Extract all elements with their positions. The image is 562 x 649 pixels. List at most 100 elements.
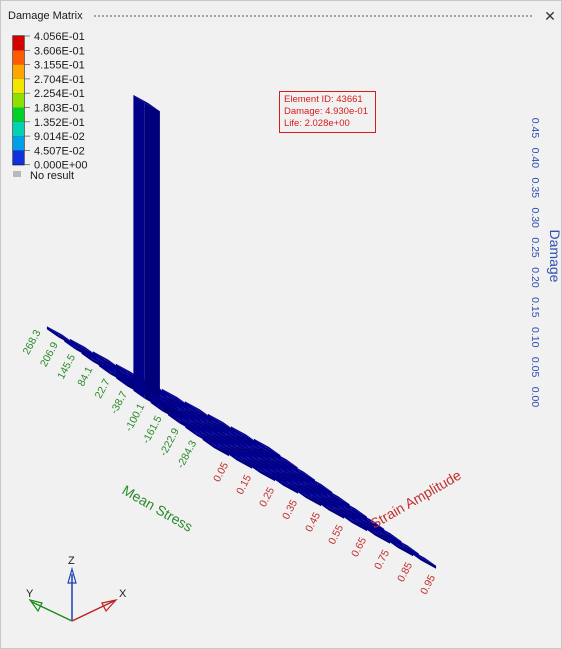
bar-face-top <box>317 499 345 516</box>
tooltip-element-id: Element ID: 43661 <box>284 94 363 105</box>
bar-face-side <box>98 363 111 375</box>
legend-label: 2.704E-01 <box>34 74 85 86</box>
bar-face-top <box>237 449 264 467</box>
triad-z-label: Z <box>68 555 75 567</box>
triad-y-arrow <box>28 599 43 613</box>
triad-y-axis <box>31 601 73 622</box>
bar-face-top <box>219 437 247 454</box>
bar-face-top <box>248 438 275 455</box>
bar-face-side <box>409 549 421 561</box>
x-tick-label: 0.05 <box>211 460 231 484</box>
bar-face-top <box>185 412 212 430</box>
bar-face-top <box>225 449 253 466</box>
legend-label: 3.606E-01 <box>34 45 85 57</box>
bar-face-top <box>185 424 212 441</box>
x-tick-label: 0.95 <box>418 573 438 597</box>
bar-face-top <box>311 487 339 504</box>
bar-face-side <box>150 394 163 412</box>
bar-face-top <box>202 413 229 430</box>
bar-face-top <box>236 438 264 455</box>
legend-color-band <box>13 136 24 151</box>
bar-face-front <box>237 457 253 469</box>
legend-label: 3.155E-01 <box>34 60 85 72</box>
bar-face-top <box>242 438 269 455</box>
z-tick-label: 0.05 <box>529 357 541 378</box>
z-tick-label: 0.30 <box>529 207 541 228</box>
bar-face-side <box>340 511 352 523</box>
bar-face-top <box>340 500 367 517</box>
bar-face-front <box>260 470 276 482</box>
bar-face-top <box>352 512 379 529</box>
bar-face-top <box>92 351 120 368</box>
bar-face-top <box>179 412 206 430</box>
bar-face-side <box>133 94 145 399</box>
z-tick-label: 0.45 <box>529 118 541 139</box>
x-tick-label: 0.85 <box>395 560 415 584</box>
bar-face-top <box>305 475 333 492</box>
bar-face-top <box>173 412 201 429</box>
matrix-bar <box>409 549 437 569</box>
bar-face-front <box>144 103 160 408</box>
bar-face-top <box>254 450 281 467</box>
legend-label: 9.014E-02 <box>34 131 85 143</box>
bar-face-top <box>167 400 195 417</box>
legend-label: 2.254E-01 <box>34 88 85 100</box>
matrix-bar <box>248 461 276 482</box>
z-tick-label: 0.35 <box>529 178 541 199</box>
bar-face-top <box>283 474 310 492</box>
bar-face-top <box>208 437 235 454</box>
y-tick-label: -100.1 <box>123 401 148 433</box>
bar-face-top <box>288 463 315 480</box>
z-tick-label: 0.15 <box>529 297 541 318</box>
legend-label: 4.507E-02 <box>34 145 85 157</box>
bar-face-top <box>254 462 281 479</box>
bar-face-top <box>64 338 91 355</box>
bar-face-top <box>277 462 304 480</box>
bar-face-top <box>260 462 287 479</box>
title-bar[interactable]: Damage Matrix ✕ <box>1 1 561 31</box>
bar-face-top <box>294 475 321 492</box>
x-tick-label: 0.75 <box>372 548 392 572</box>
bar-face-top <box>242 450 270 467</box>
bar-face-top <box>225 437 252 455</box>
bar-face-front <box>283 482 299 494</box>
z-tick-label: 0.25 <box>529 237 541 258</box>
bar-face-side <box>46 326 59 338</box>
bar-face-front <box>421 557 437 569</box>
x-tick-label: 0.45 <box>303 510 323 534</box>
y-tick-label: 268.3 <box>21 328 44 357</box>
close-icon[interactable]: ✕ <box>544 8 556 24</box>
bar-face-top <box>271 462 298 480</box>
plot-area[interactable]: 4.056E-01 3.606E-01 3.155E-01 2.704E-01 2.25… <box>2 31 560 647</box>
legend-color-band <box>13 93 24 108</box>
bar-face-top <box>357 512 385 529</box>
bar-face-side <box>271 474 283 486</box>
bar-face-top <box>156 388 183 405</box>
damage-matrix-chart[interactable]: 4.056E-01 3.606E-01 3.155E-01 2.704E-01 2.25… <box>2 31 560 647</box>
bar-face-top <box>168 411 195 429</box>
bar-face-side <box>202 436 214 448</box>
drag-grip[interactable] <box>93 14 533 18</box>
bar-face-side <box>185 424 197 436</box>
y-tick-label: -161.5 <box>140 414 165 446</box>
bar-face-top <box>219 425 246 443</box>
bar-face-top <box>161 388 189 406</box>
bar-face-top <box>253 438 281 456</box>
legend-label: 1.803E-01 <box>34 103 85 115</box>
bar-face-top <box>214 437 241 454</box>
bar-face-top <box>300 475 327 492</box>
bar-face-top <box>81 350 108 368</box>
legend-color-band <box>13 78 24 94</box>
bar-face-top <box>300 487 327 504</box>
x-tick-label: 0.35 <box>280 498 300 522</box>
bar-face-top <box>375 524 402 542</box>
damage-ticks: 0.00 0.05 0.10 0.15 0.20 0.25 0.30 0.35 0.40 0.45 <box>529 118 541 408</box>
bar-face-top <box>340 511 368 529</box>
bar-face-side <box>294 486 306 498</box>
bar-face-top <box>248 450 275 467</box>
triad-y-label: Y <box>26 588 34 600</box>
bar-face-top <box>329 499 356 517</box>
legend-label: 4.056E-01 <box>34 31 85 43</box>
x-tick-label: 0.25 <box>257 485 277 509</box>
